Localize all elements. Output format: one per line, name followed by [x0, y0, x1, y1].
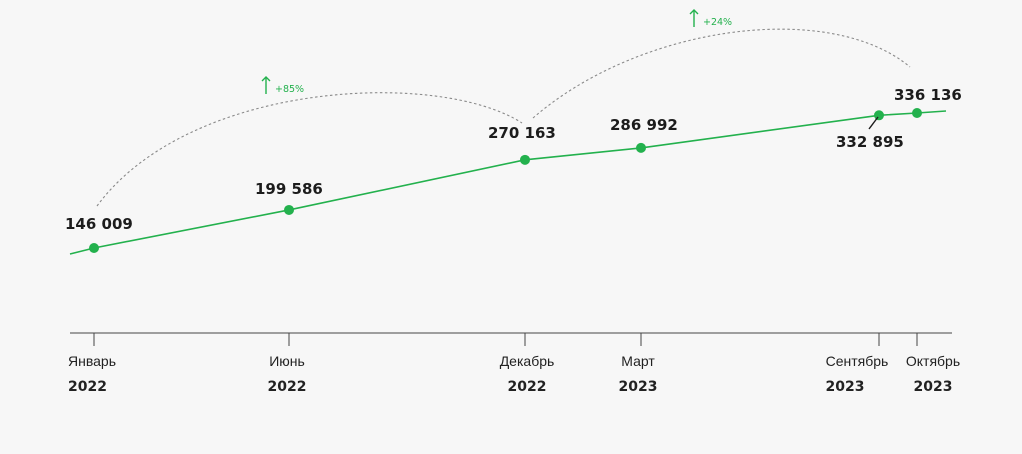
growth-arc: [96, 92, 523, 207]
series-line: [69, 108, 947, 255]
data-point: [912, 108, 922, 118]
growth-annotation: +24%: [689, 9, 732, 28]
x-tick-label-year: 2023: [619, 379, 658, 395]
data-label: 146 009: [65, 215, 133, 233]
x-tick-label-month: Сентябрь: [826, 353, 889, 369]
data-label: 332 895: [836, 133, 904, 151]
x-axis: Январь 2022 Июнь 2022 Декабрь 2022 Март 2023 Сен…: [68, 332, 960, 395]
data-point: [874, 110, 884, 121]
data-point: [284, 204, 294, 215]
data-label: 270 163: [488, 124, 556, 142]
x-tick-label-month: Январь: [68, 353, 116, 369]
x-tick-label-year: 2023: [914, 379, 953, 395]
x-tick-label-month: Декабрь: [500, 353, 555, 369]
x-tick-label-month: Июнь: [269, 353, 305, 369]
x-tick-label-month: Октябрь: [906, 353, 960, 369]
x-tick-label-month: Март: [621, 353, 655, 369]
growth-label: +85%: [275, 84, 304, 95]
data-label: 286 992: [610, 116, 678, 134]
growth-arcs: +85% +24%: [96, 9, 911, 207]
growth-label: +24%: [703, 17, 732, 28]
x-tick-label-year: 2022: [68, 379, 107, 395]
data-point: [636, 142, 646, 153]
data-label: 199 586: [255, 180, 323, 198]
x-tick-label-year: 2023: [826, 379, 865, 395]
growth-annotation: +85%: [261, 76, 304, 95]
data-point: [89, 243, 99, 253]
value-labels: 146 009 199 586 270 163 286 992 332 895 336 1…: [65, 86, 962, 233]
growth-arc: [532, 28, 911, 119]
data-label: 336 136: [894, 86, 962, 104]
x-tick-label-year: 2022: [508, 379, 547, 395]
data-point: [520, 154, 530, 165]
up-arrow-icon: [689, 9, 699, 15]
data-label-leader: [868, 116, 879, 130]
series-line-path: [69, 110, 947, 255]
up-arrow-icon: [261, 76, 271, 82]
x-tick-label-year: 2022: [268, 379, 307, 395]
